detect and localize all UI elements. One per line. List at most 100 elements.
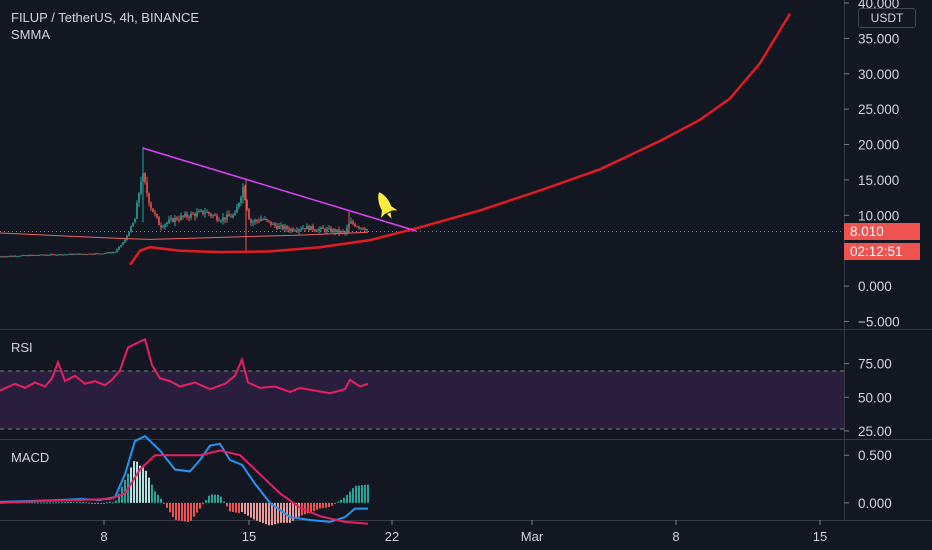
candle-body — [292, 228, 294, 231]
price-tick-label: 10.000 — [858, 208, 899, 223]
candle-body — [240, 197, 242, 203]
macd-histogram-bar — [91, 502, 93, 504]
macd-tick-label: 0.000 — [858, 496, 892, 511]
macd-histogram-bar — [61, 502, 63, 504]
smma-projection-line — [128, 12, 792, 266]
macd-histogram-bar — [226, 502, 228, 507]
candle-body — [222, 217, 224, 221]
candle-body — [224, 217, 226, 220]
macd-histogram-bar — [202, 502, 204, 505]
candle-body — [308, 225, 310, 231]
candle-body — [170, 218, 172, 220]
candle-body — [82, 253, 84, 255]
candle-body — [206, 212, 208, 214]
macd-histogram-bar — [70, 501, 72, 503]
macd-histogram-bar — [358, 485, 360, 503]
macd-histogram-bar — [199, 502, 201, 509]
candle-body — [108, 252, 110, 254]
macd-histogram-bar — [160, 498, 162, 503]
candle-body — [10, 255, 12, 257]
rsi-line — [0, 338, 369, 395]
candle-body — [262, 219, 264, 221]
candle-body — [28, 255, 30, 257]
price-tick-label: 0.000 — [858, 279, 892, 294]
macd-histogram-bar — [232, 502, 234, 512]
candle-body — [168, 219, 170, 223]
macd-axis[interactable]: 0.500 0.000 — [844, 448, 892, 511]
candle-body — [24, 255, 26, 257]
candle-body — [50, 254, 52, 256]
candle-body — [14, 255, 16, 257]
macd-histogram-bar — [214, 494, 216, 503]
candle-body — [194, 213, 196, 217]
candle-body — [298, 229, 300, 231]
time-tick-label: 15 — [813, 529, 827, 544]
candle-body — [90, 253, 92, 255]
macd-histogram-bar — [115, 500, 117, 503]
macd-histogram-bar — [328, 502, 330, 508]
macd-histogram-bar — [154, 491, 156, 503]
rsi-layer — [0, 338, 369, 395]
candle-body — [258, 220, 260, 222]
rsi-pane-label[interactable]: RSI — [11, 340, 33, 355]
candle-body — [272, 223, 274, 225]
overlays-layer — [0, 12, 792, 266]
macd-pane-label[interactable]: MACD — [11, 450, 50, 465]
candle-body — [212, 215, 214, 217]
macd-histogram-bar — [367, 484, 369, 503]
macd-histogram-bar — [331, 502, 333, 506]
candle-body — [92, 254, 94, 256]
candle-body — [94, 253, 96, 255]
macd-histogram-bar — [250, 502, 252, 518]
macd-histogram-bar — [217, 494, 219, 503]
candle-body — [200, 210, 202, 212]
candle-body — [106, 252, 108, 254]
candle-body — [62, 254, 64, 256]
candle-body — [54, 254, 56, 256]
macd-histogram-bar — [352, 488, 354, 503]
candle-body — [172, 218, 174, 222]
macd-histogram-bar — [346, 494, 348, 503]
candle-body — [70, 253, 72, 255]
candle-body — [60, 254, 62, 256]
macd-histogram-bar — [169, 502, 171, 513]
macd-histogram-bar — [46, 502, 48, 504]
candle-body — [360, 227, 362, 229]
candle-body — [266, 219, 268, 221]
macd-histogram-bar — [268, 502, 270, 526]
symbol-title[interactable]: FILUP / TetherUS, 4h, BINANCE — [11, 10, 200, 25]
candle-body — [140, 181, 142, 194]
macd-histogram-bar — [109, 501, 111, 503]
macd-histogram-bar — [67, 502, 69, 504]
candle-body — [114, 252, 116, 254]
time-axis[interactable]: 8 15 22 Mar 8 15 — [100, 520, 827, 544]
candle-body — [166, 222, 168, 225]
candle-body — [116, 249, 118, 253]
rsi-band — [0, 371, 844, 429]
candle-body — [20, 255, 22, 257]
macd-histogram-bar — [319, 502, 321, 509]
macd-histogram-bar — [37, 502, 39, 504]
candle-body — [296, 230, 298, 232]
rsi-tick-label: 75.00 — [858, 357, 892, 372]
candle-body — [252, 221, 254, 223]
currency-badge[interactable]: USDT — [858, 8, 916, 28]
candle-body — [144, 173, 146, 183]
candle-body — [276, 225, 278, 229]
candle-body — [66, 254, 68, 256]
macd-histogram-bar — [31, 502, 33, 504]
macd-histogram-bar — [235, 502, 237, 513]
rsi-axis[interactable]: 75.00 50.00 25.00 — [844, 357, 892, 439]
descending-trendline — [142, 147, 417, 232]
indicator-label[interactable]: SMMA — [11, 27, 50, 42]
time-tick-label: Mar — [521, 529, 544, 544]
candle-body — [256, 220, 258, 222]
candle-body — [132, 222, 134, 227]
candle-body — [324, 228, 326, 232]
macd-histogram-bar — [229, 502, 231, 512]
price-tick-label: 15.000 — [858, 173, 899, 188]
price-axis[interactable]: 40.000 35.000 30.000 25.000 20.000 15.000 10.0… — [844, 0, 900, 329]
candle-body — [96, 253, 98, 255]
candle-body — [270, 221, 272, 225]
